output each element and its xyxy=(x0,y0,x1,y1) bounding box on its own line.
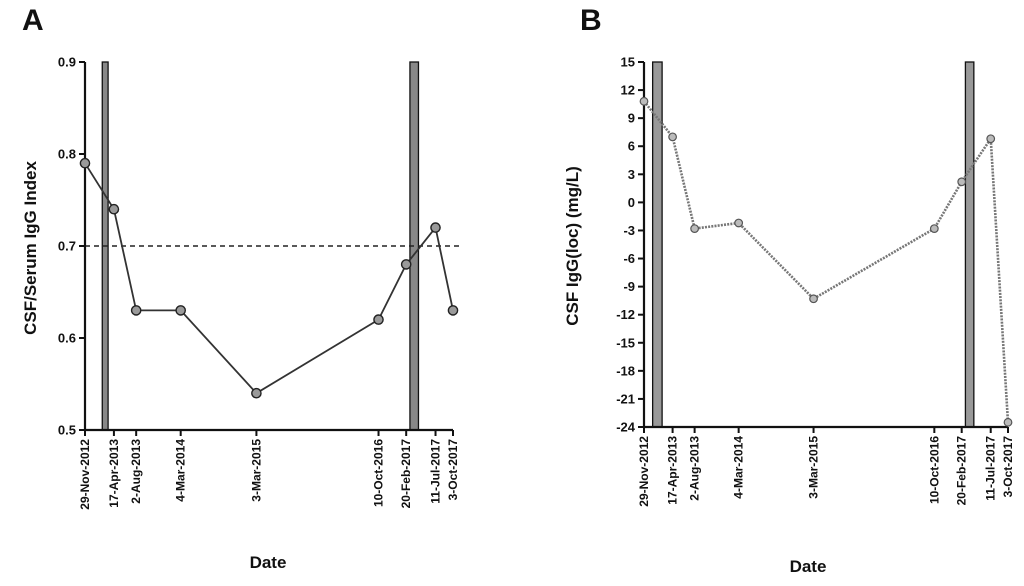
panel-a-y-tick-label: 0.5 xyxy=(58,423,76,438)
panel-b-y-tick-label: 15 xyxy=(621,55,635,70)
panel-a-data-point xyxy=(251,387,262,399)
panel-b-letter: B xyxy=(580,4,602,37)
panel-a-y-tick-label: 0.6 xyxy=(58,331,76,346)
panel-a-x-tick-label: 11-Jul-2017 xyxy=(429,439,443,504)
panel-a-data-point xyxy=(373,314,384,325)
panel-b-y-tick-label: 6 xyxy=(628,139,635,154)
panel-b-y-tick-label: -12 xyxy=(616,307,635,322)
panel-b-y-tick-label: -18 xyxy=(616,363,635,378)
panel-b-y-tick-label: -21 xyxy=(616,391,635,406)
panel-b-ylabel: CSF IgG(loc) (mg/L) xyxy=(563,166,582,326)
panel-a-x-tick-label: 29-Nov-2012 xyxy=(78,439,92,510)
panel-a-y-tick-label: 0.8 xyxy=(58,147,76,162)
panel-b-chart: -24 -21 -18 -15 -12 -9 -6 -3 0 3 6 9 12 15 29-Nov-2012… xyxy=(616,55,1015,507)
panel-b-series-line xyxy=(642,100,1010,423)
panel-a-letter: A xyxy=(22,4,44,37)
panel-b-x-tick-label: 4-Mar-2014 xyxy=(732,436,746,499)
panel-b-data-point xyxy=(809,294,818,304)
panel-a-series-line xyxy=(84,162,454,395)
panel-a-chart: 0.5 0.6 0.7 0.8 0.9 29-Nov-2012 17-Apr-2013 2-A… xyxy=(58,55,461,510)
panel-a-data-point xyxy=(79,157,91,169)
panel-a-x-tick-label: 3-Oct-2017 xyxy=(446,439,460,501)
panel-a-data-point xyxy=(447,305,459,316)
panel-b-x-tick-label: 3-Oct-2017 xyxy=(1001,436,1015,498)
panel-b-data-point xyxy=(957,177,967,187)
panel-b-y-tick-label: -6 xyxy=(623,251,635,266)
panel-b-data-point xyxy=(929,224,939,233)
panel-a-x-tick-label: 4-Mar-2014 xyxy=(174,439,188,502)
panel-b-x-tick-label: 11-Jul-2017 xyxy=(984,436,998,501)
panel-a-xlabel: Date xyxy=(250,553,287,572)
panel-b-x-tick-label: 10-Oct-2016 xyxy=(927,436,941,504)
panel-b-x-tick-label: 20-Feb-2017 xyxy=(955,436,969,506)
panel-b-xlabel: Date xyxy=(790,557,827,576)
panel-b-data-point xyxy=(668,132,678,142)
panel-b-x-tick-label: 2-Aug-2013 xyxy=(688,436,702,501)
panel-a-x-tick-label: 10-Oct-2016 xyxy=(372,439,386,507)
panel-b-shaded-period xyxy=(964,61,975,428)
panel-a-data-point xyxy=(400,259,412,270)
panel-a-x-tick-label: 3-Mar-2015 xyxy=(249,439,263,502)
panel-b-y-tick-label: 3 xyxy=(628,167,635,182)
panel-b-data-point xyxy=(734,218,744,228)
panel-a-data-point xyxy=(430,222,441,233)
panel-b-y-tick-label: 9 xyxy=(628,111,635,126)
panel-b-y-tick-label: -24 xyxy=(616,420,636,435)
panel-b-x-tick-label: 3-Mar-2015 xyxy=(807,436,821,499)
panel-b-data-point xyxy=(986,134,996,144)
panel-b-y-tick-label: 12 xyxy=(621,83,635,98)
panel-b-data-point xyxy=(690,224,700,233)
panel-a-data-point xyxy=(108,203,120,215)
panel-b-x-tick-label: 29-Nov-2012 xyxy=(637,436,651,507)
panel-a-x-tick-label: 2-Aug-2013 xyxy=(129,439,143,504)
panel-a-x-tick-label: 17-Apr-2013 xyxy=(107,439,121,508)
panel-a-x-tick-label: 20-Feb-2017 xyxy=(399,439,413,509)
panel-b-data-point xyxy=(1003,417,1013,427)
panel-b-y-tick-label: -3 xyxy=(623,223,635,238)
panel-a-y-tick-label: 0.7 xyxy=(58,239,76,254)
panel-b-y-tick-label: -9 xyxy=(623,279,635,294)
panel-a-data-point xyxy=(175,305,186,316)
panel-b-x-tick-label: 17-Apr-2013 xyxy=(666,436,680,505)
panel-b-y-tick-label: 0 xyxy=(628,195,635,210)
panel-b-y-tick-label: -15 xyxy=(616,335,635,350)
panel-a-y-tick-label: 0.9 xyxy=(58,55,76,70)
panel-a-data-point xyxy=(130,305,142,316)
panel-a-ylabel: CSF/Serum IgG Index xyxy=(21,161,40,335)
panel-b-data-point xyxy=(639,96,649,106)
